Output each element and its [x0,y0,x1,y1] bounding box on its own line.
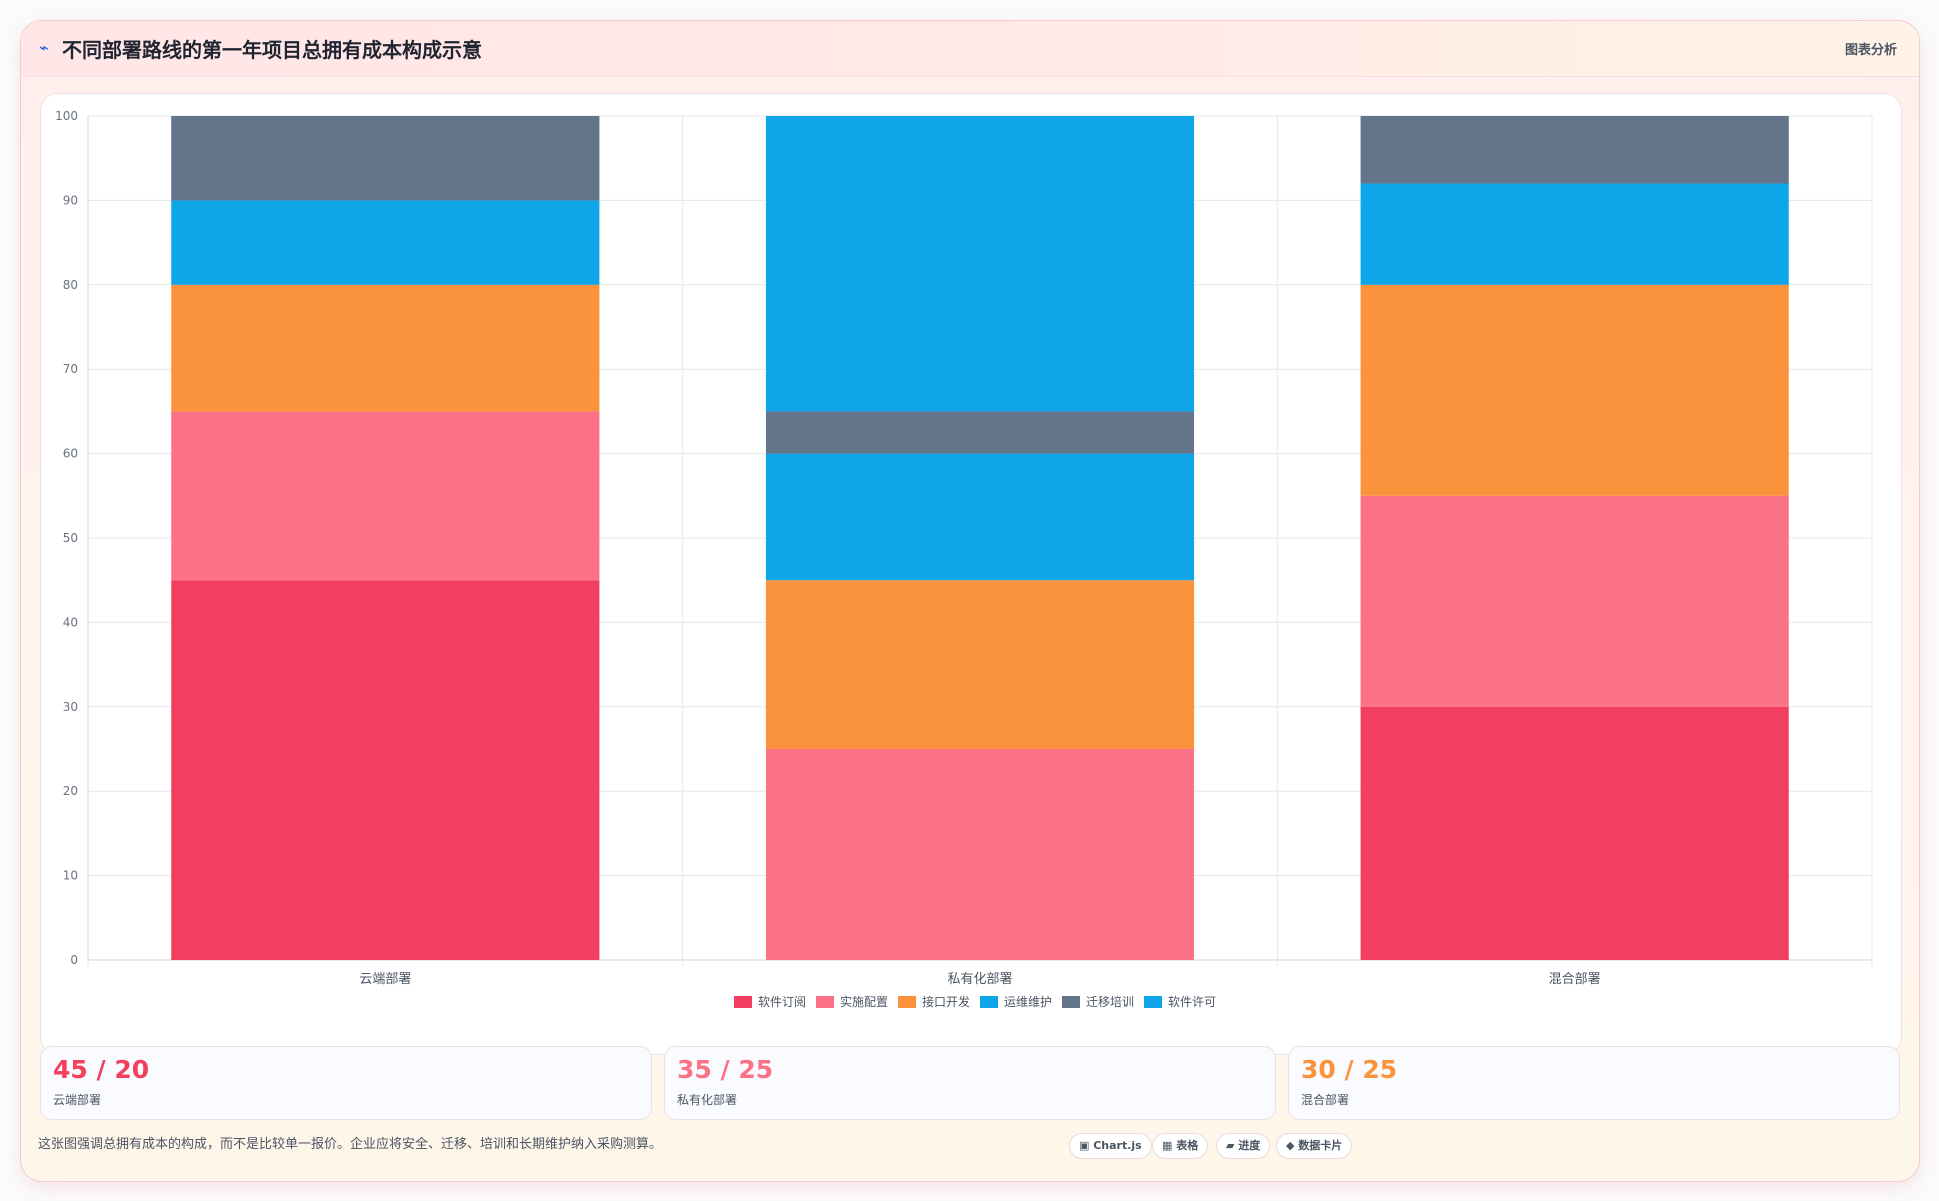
bar-segment [171,580,600,960]
y-tick-label: 40 [63,615,78,629]
legend-swatch [1144,996,1162,1008]
bar-segment [765,411,1195,454]
kpi-value: 45 / 20 [53,1055,150,1084]
y-tick-label: 90 [63,193,78,207]
y-tick-label: 80 [63,278,78,292]
bar-segment [765,116,1195,412]
legend-swatch [898,996,916,1008]
y-tick-label: 100 [55,109,78,123]
legend-label: 实施配置 [840,994,888,1009]
y-tick-label: 0 [70,953,78,967]
legend-swatch [980,996,998,1008]
bar-segment [171,116,600,201]
y-tick-label: 60 [63,447,78,461]
chip-table[interactable]: ▦ 表格 [1152,1133,1209,1159]
x-tick-label: 云端部署 [359,972,411,987]
header-bar: ⌁ 不同部署路线的第一年项目总拥有成本构成示意 图表分析 [21,21,1919,77]
legend-label: 运维维护 [1004,995,1052,1009]
bar-segment [1360,706,1789,960]
x-tick-label: 私有化部署 [947,972,1012,987]
chart-icon: ⌁ [39,38,49,57]
x-tick-label: 混合部署 [1549,972,1601,987]
legend-label: 接口开发 [922,994,970,1009]
legend-swatch [734,996,752,1008]
legend-label: 迁移培训 [1086,994,1134,1009]
bar-segment [171,284,600,412]
chip-progress[interactable]: ▰ 进度 [1216,1133,1271,1159]
chart-card: 0 10 20 30 40 50 60 70 80 90 100 云端部署 私有化部署 混合部署软件订阅 实… [40,93,1902,1055]
kpi-value: 30 / 25 [1301,1055,1398,1084]
bar-segment [765,580,1195,749]
legend-label: 软件订阅 [758,995,806,1009]
y-tick-label: 50 [63,531,78,545]
kpi-card-cloud: 45 / 20 云端部署 [40,1046,652,1120]
kpi-card-hybrid: 30 / 25 混合部署 [1288,1046,1900,1120]
kpi-label: 云端部署 [53,1093,102,1107]
chip-data-card[interactable]: ◆ 数据卡片 [1276,1133,1353,1159]
y-tick-label: 30 [63,700,78,714]
kpi-label: 混合部署 [1301,1093,1350,1107]
bar-segment [171,411,600,581]
bar-segment [171,200,600,285]
bar-segment [1360,116,1789,184]
kpi-value: 35 / 25 [677,1055,774,1084]
bar-segment [1360,284,1789,496]
bar-segment [765,453,1195,581]
page-title: 不同部署路线的第一年项目总拥有成本构成示意 [62,38,482,62]
app-window: ⌁ 不同部署路线的第一年项目总拥有成本构成示意 图表分析 0 10 20 30 40 50… [20,20,1920,1182]
kpi-label: 私有化部署 [677,1093,738,1107]
y-tick-label: 70 [63,362,78,376]
chart-analysis-label: 图表分析 [1844,43,1897,58]
bar-segment [1360,495,1789,707]
legend-swatch [816,996,834,1008]
chip-chartjs[interactable]: ▣ Chart.js [1069,1133,1152,1159]
bar-segment [765,749,1195,960]
y-tick-label: 20 [63,784,78,798]
legend-label: 软件许可 [1168,995,1216,1009]
y-tick-label: 10 [63,869,78,883]
footer-note: 这张图强调总拥有成本的构成，而不是比较单一报价。企业应将安全、迁移、培训和长期维… [38,1137,663,1152]
bar-segment [1360,183,1789,285]
legend-swatch [1062,996,1080,1008]
kpi-card-private: 35 / 25 私有化部署 [664,1046,1276,1120]
